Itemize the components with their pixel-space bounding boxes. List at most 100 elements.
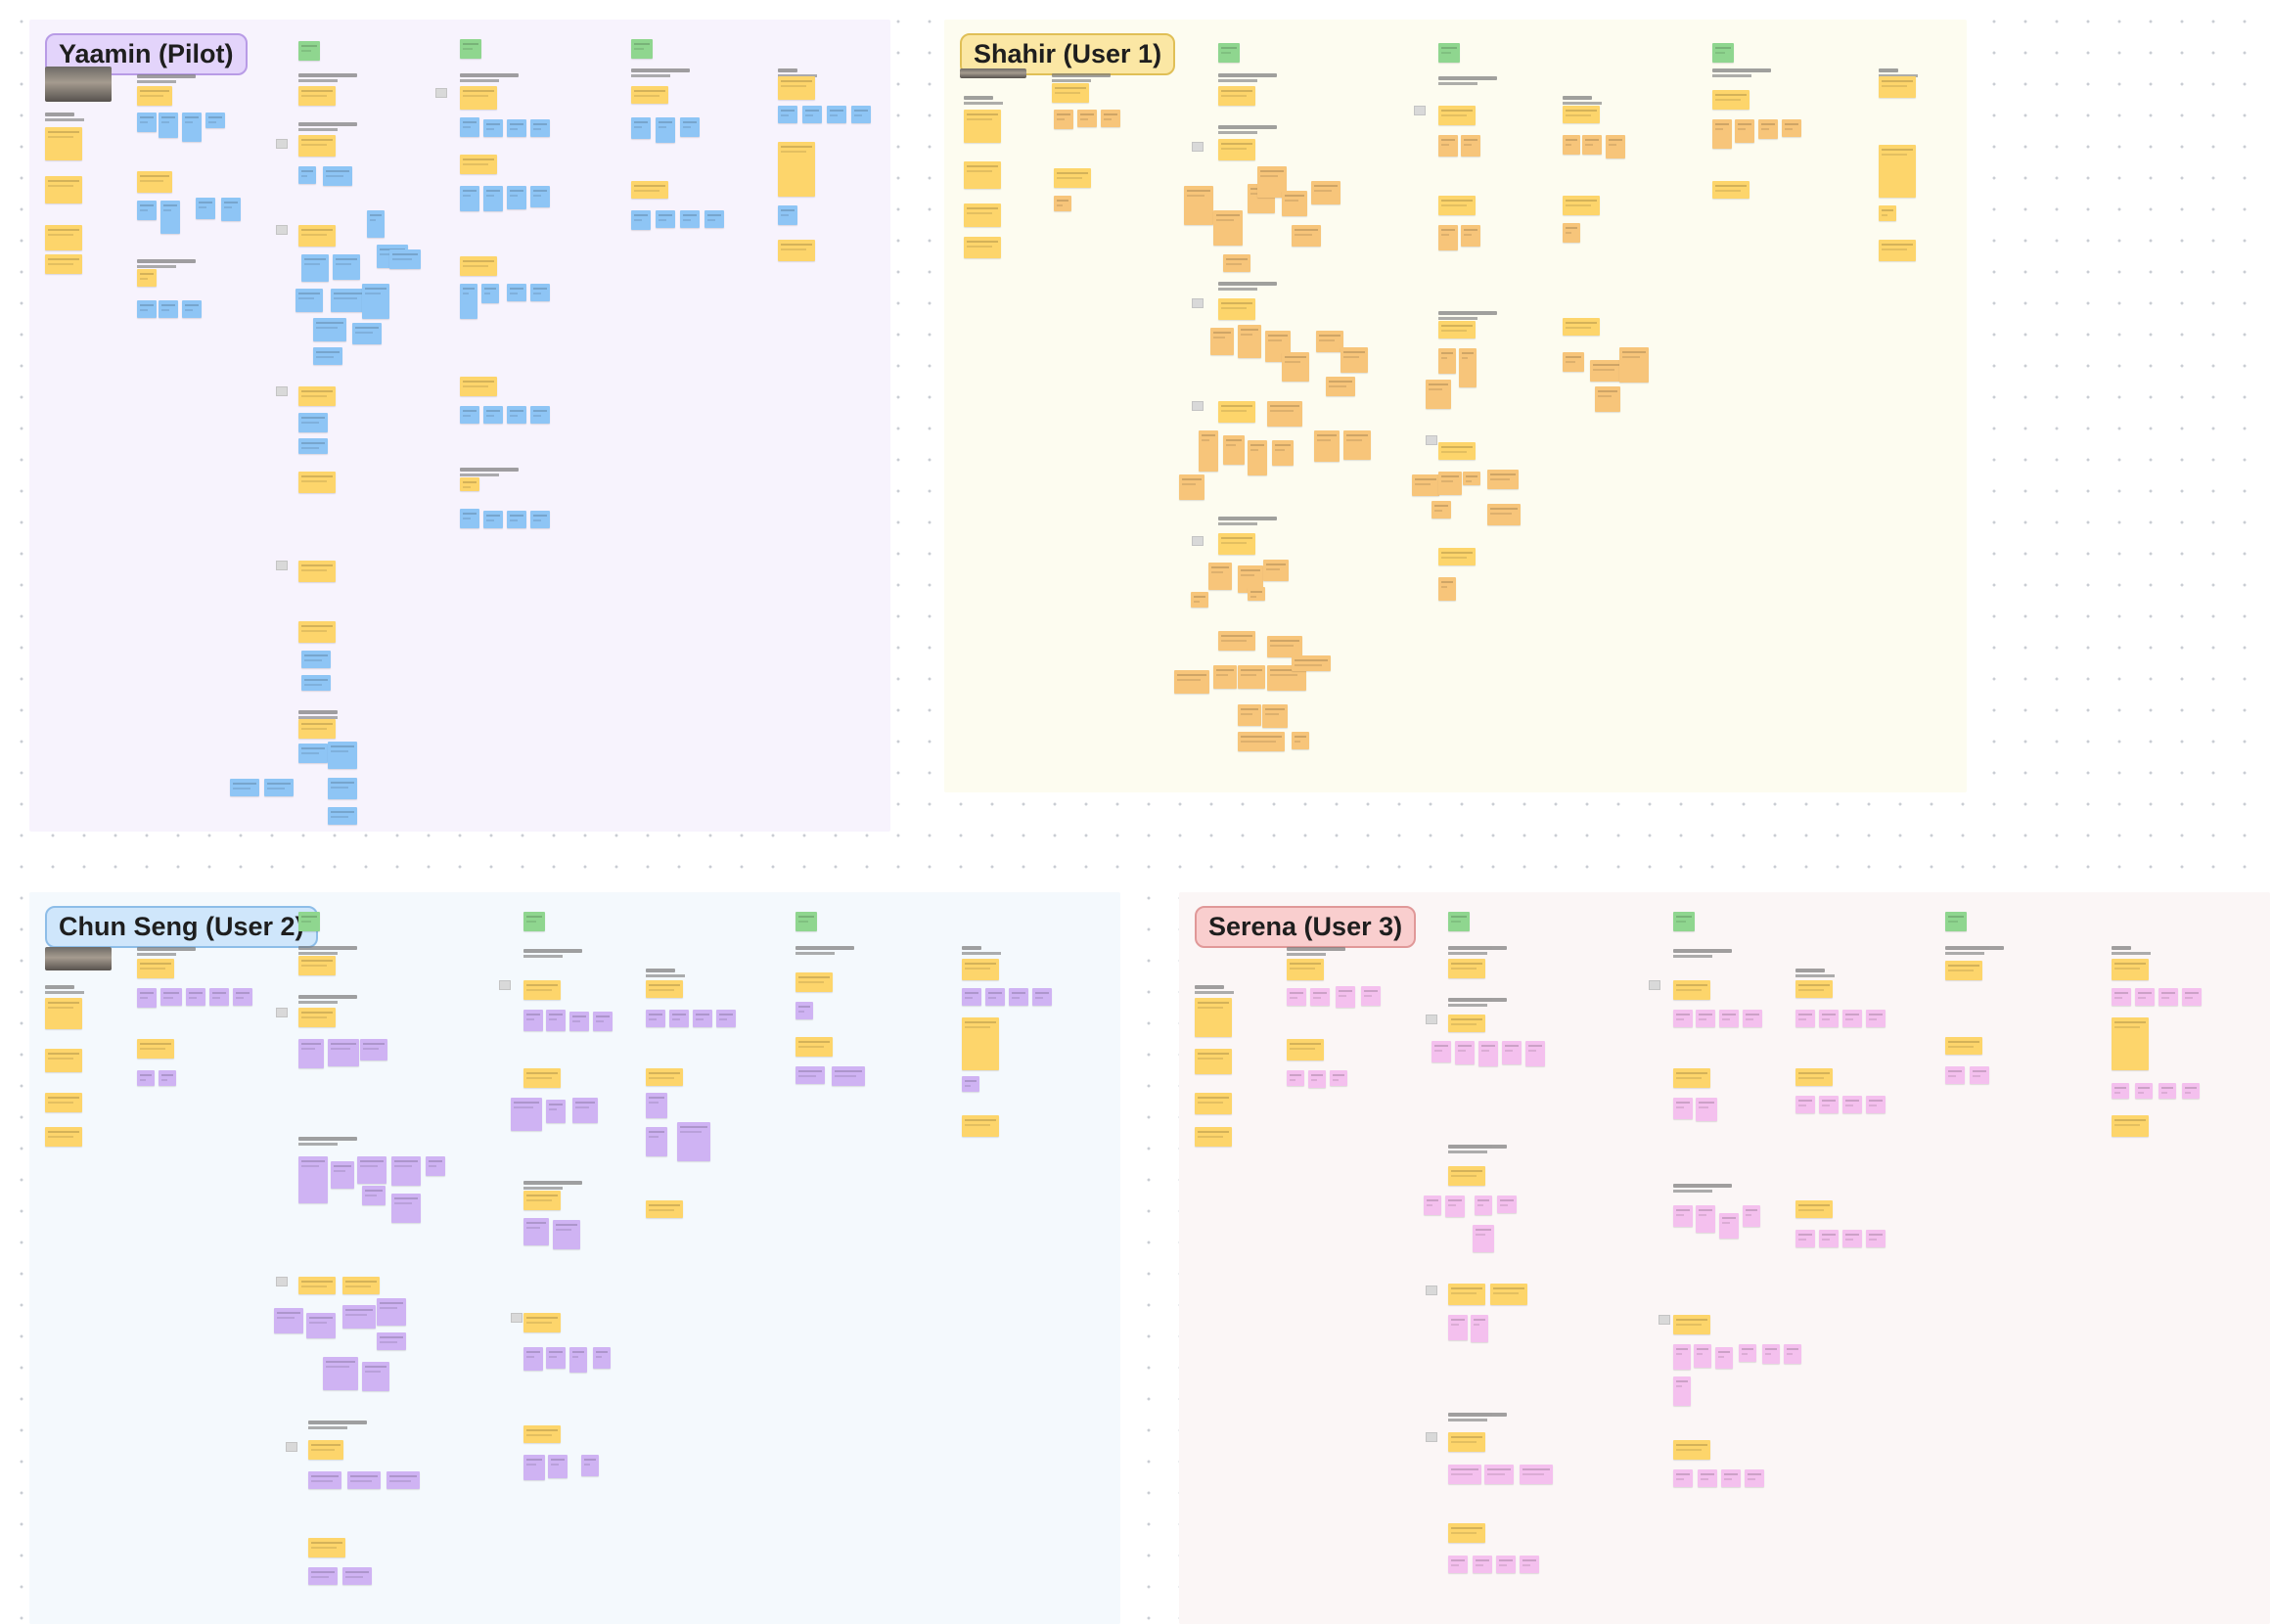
sticky-note[interactable]: [523, 1191, 561, 1210]
sticky-note[interactable]: [45, 254, 82, 274]
sticky-note[interactable]: [1879, 145, 1916, 198]
sticky-note[interactable]: [1238, 665, 1265, 689]
sticky-note[interactable]: [1606, 135, 1625, 158]
sticky-note[interactable]: [298, 1008, 336, 1027]
sticky-note[interactable]: [1448, 1166, 1485, 1186]
sticky-note[interactable]: [182, 300, 202, 318]
sticky-note[interactable]: [1563, 352, 1584, 372]
sticky-note[interactable]: [1455, 1041, 1475, 1064]
sticky-note[interactable]: [328, 742, 357, 769]
sticky-note[interactable]: [523, 1455, 545, 1480]
image-thumbnail[interactable]: [499, 980, 511, 990]
sticky-note[interactable]: [1696, 1205, 1715, 1233]
sticky-note[interactable]: [656, 210, 675, 228]
sticky-note[interactable]: [1445, 1195, 1465, 1217]
sticky-note[interactable]: [548, 1455, 568, 1478]
sticky-note[interactable]: [704, 210, 724, 228]
sticky-note[interactable]: [301, 254, 329, 282]
sticky-note[interactable]: [1712, 181, 1749, 199]
sticky-note[interactable]: [1424, 1195, 1441, 1215]
sticky-note[interactable]: [646, 1068, 683, 1086]
sticky-note[interactable]: [1431, 501, 1451, 519]
sticky-note[interactable]: [2182, 1083, 2200, 1099]
sticky-note[interactable]: [1563, 106, 1600, 123]
sticky-note[interactable]: [1248, 587, 1265, 601]
sticky-note[interactable]: [2182, 988, 2202, 1006]
image-thumbnail[interactable]: [276, 561, 288, 570]
image-thumbnail[interactable]: [1192, 536, 1204, 546]
section-user3[interactable]: Serena (User 3): [1179, 892, 2270, 1624]
sticky-note[interactable]: [530, 284, 550, 301]
sticky-note[interactable]: [569, 1347, 587, 1373]
sticky-note[interactable]: [328, 1039, 359, 1066]
sticky-note[interactable]: [581, 1455, 599, 1476]
sticky-note[interactable]: [313, 347, 342, 365]
sticky-note[interactable]: [1208, 563, 1232, 590]
sticky-note[interactable]: [1595, 386, 1620, 412]
sticky-note[interactable]: [778, 106, 797, 123]
sticky-note[interactable]: [1719, 1213, 1739, 1239]
sticky-note[interactable]: [2112, 1083, 2129, 1099]
sticky-note[interactable]: [205, 113, 225, 128]
sticky-note[interactable]: [352, 323, 382, 344]
sticky-note[interactable]: [1694, 1344, 1711, 1368]
sticky-note[interactable]: [137, 1039, 174, 1059]
sticky-note[interactable]: [1463, 472, 1480, 485]
topic-marker[interactable]: [631, 39, 653, 59]
sticky-note[interactable]: [569, 1012, 589, 1031]
sticky-note[interactable]: [530, 511, 550, 528]
image-thumbnail[interactable]: [276, 386, 288, 396]
sticky-note[interactable]: [1945, 1066, 1965, 1084]
sticky-note[interactable]: [530, 186, 550, 207]
sticky-note[interactable]: [1795, 1200, 1833, 1218]
sticky-note[interactable]: [483, 511, 503, 528]
sticky-note[interactable]: [298, 438, 328, 454]
sticky-note[interactable]: [362, 1186, 386, 1205]
topic-marker[interactable]: [523, 912, 545, 931]
sticky-note[interactable]: [298, 621, 336, 643]
sticky-note[interactable]: [1195, 1049, 1232, 1074]
sticky-note[interactable]: [159, 113, 178, 138]
sticky-note[interactable]: [298, 225, 336, 247]
sticky-note[interactable]: [1715, 1347, 1733, 1369]
topic-marker[interactable]: [1945, 912, 1967, 931]
topic-marker[interactable]: [460, 39, 481, 59]
sticky-note[interactable]: [1735, 119, 1754, 143]
sticky-note[interactable]: [1431, 1041, 1451, 1062]
sticky-note[interactable]: [1673, 1010, 1693, 1027]
image-thumbnail[interactable]: [1414, 106, 1426, 115]
sticky-note[interactable]: [1782, 119, 1801, 137]
image-thumbnail[interactable]: [1192, 142, 1204, 152]
sticky-note[interactable]: [1174, 670, 1209, 694]
sticky-note[interactable]: [1762, 1344, 1780, 1364]
sticky-note[interactable]: [1218, 401, 1255, 423]
sticky-note[interactable]: [778, 240, 815, 261]
sticky-note[interactable]: [1563, 318, 1600, 336]
sticky-note[interactable]: [1287, 988, 1306, 1006]
sticky-note[interactable]: [1520, 1465, 1553, 1484]
sticky-note[interactable]: [298, 386, 336, 406]
sticky-note[interactable]: [1054, 110, 1073, 129]
sticky-note[interactable]: [298, 561, 336, 582]
sticky-note[interactable]: [1238, 325, 1261, 358]
sticky-note[interactable]: [45, 1093, 82, 1112]
sticky-note[interactable]: [460, 117, 479, 137]
sticky-note[interactable]: [298, 472, 336, 493]
sticky-note[interactable]: [137, 86, 172, 106]
sticky-note[interactable]: [301, 651, 331, 668]
sticky-note[interactable]: [233, 988, 252, 1006]
sticky-note[interactable]: [546, 1100, 566, 1123]
topic-marker[interactable]: [1673, 912, 1695, 931]
sticky-note[interactable]: [357, 1156, 386, 1184]
sticky-note[interactable]: [716, 1010, 736, 1027]
sticky-note[interactable]: [802, 106, 822, 123]
sticky-note[interactable]: [386, 1471, 420, 1489]
sticky-note[interactable]: [507, 284, 526, 301]
sticky-note[interactable]: [962, 1115, 999, 1137]
sticky-note[interactable]: [1267, 665, 1306, 691]
sticky-note[interactable]: [1673, 1440, 1710, 1460]
sticky-note[interactable]: [523, 1010, 543, 1031]
sticky-note[interactable]: [230, 779, 259, 796]
sticky-note[interactable]: [196, 198, 215, 219]
sticky-note[interactable]: [298, 744, 328, 763]
